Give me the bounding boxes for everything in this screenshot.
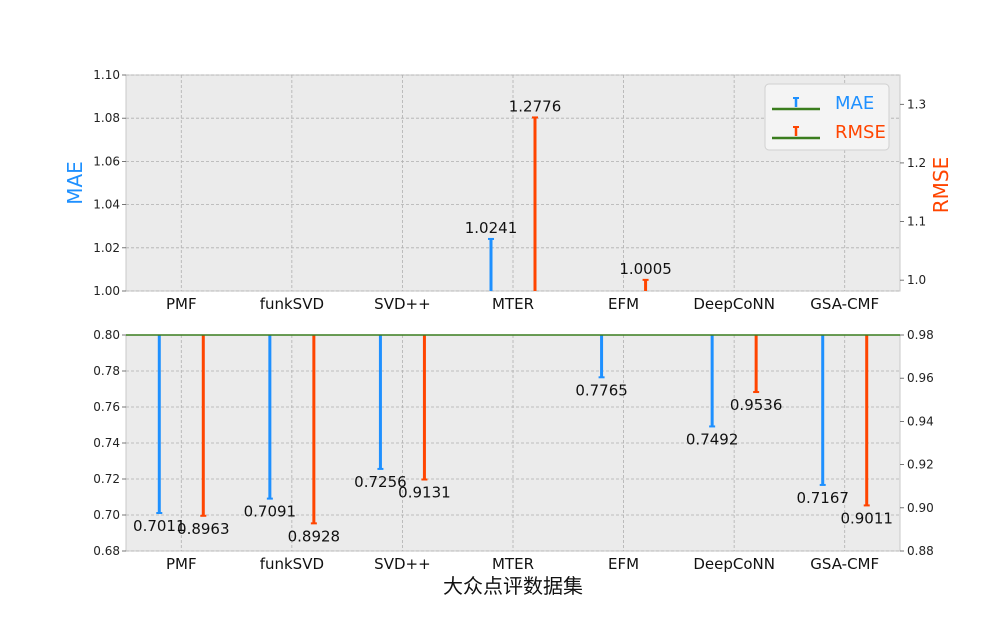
top-right-tick-label: 1.1 [907,215,926,229]
bottom-category-label: SVD++ [374,555,430,573]
data-label-rmse: 0.8928 [288,527,341,545]
top-category-label: funkSVD [260,295,324,313]
data-label-mae: 0.7091 [244,503,297,521]
bottom-right-tick-label: 0.92 [907,458,934,472]
top-category-label: GSA-CMF [810,295,879,313]
top-category-label: MTER [492,295,534,313]
top-left-tick-label: 1.08 [93,111,120,125]
data-label-rmse: 0.9011 [840,509,893,527]
data-label-rmse: 0.8963 [177,520,230,538]
bottom-category-label: funkSVD [260,555,324,573]
bottom-right-tick-label: 0.94 [907,414,934,428]
bottom-right-tick-label: 0.88 [907,544,934,558]
bottom-left-tick-label: 0.80 [93,328,120,342]
data-label-rmse: 1.0005 [619,260,672,278]
data-label-mae: 0.7492 [686,430,739,448]
bottom-left-tick-label: 0.68 [93,544,120,558]
data-label-rmse: 0.9536 [730,396,783,414]
top-left-tick-label: 1.00 [93,284,120,298]
left-axis-label: MAE [63,161,87,205]
bottom-left-tick-label: 0.70 [93,508,120,522]
top-left-tick-label: 1.06 [93,154,120,168]
data-label-rmse: 0.9131 [398,484,451,502]
data-label-mae: 0.7167 [796,489,849,507]
legend-label-rmse: RMSE [835,122,886,143]
top-right-tick-label: 1.3 [907,97,926,111]
data-label-mae: 0.7256 [354,473,407,491]
bottom-category-label: MTER [492,555,534,573]
data-label-rmse: 1.2776 [509,97,562,115]
bottom-right-tick-label: 0.98 [907,328,934,342]
bottom-right-tick-label: 0.96 [907,371,934,385]
top-right-tick-label: 1.0 [907,273,926,287]
data-label-mae: 0.7765 [575,381,628,399]
bottom-category-label: GSA-CMF [810,555,879,573]
bottom-left-tick-label: 0.76 [93,400,120,414]
right-axis-label: RMSE [929,157,953,213]
x-axis-label: 大众点评数据集 [443,574,583,598]
bottom-left-tick-label: 0.74 [93,436,120,450]
top-right-tick-label: 1.2 [907,156,926,170]
bottom-category-label: DeepCoNN [693,555,775,573]
top-category-label: SVD++ [374,295,430,313]
top-left-tick-label: 1.04 [93,198,120,212]
bottom-right-tick-label: 0.90 [907,501,934,515]
top-left-tick-label: 1.10 [93,68,120,82]
legend-label-mae: MAE [835,93,874,114]
bottom-category-label: EFM [608,555,639,573]
top-left-tick-label: 1.02 [93,241,120,255]
top-category-label: DeepCoNN [693,295,775,313]
data-label-mae: 0.7011 [133,517,186,535]
data-label-mae: 1.0241 [465,219,518,237]
bottom-category-label: PMF [166,555,197,573]
bottom-left-tick-label: 0.72 [93,472,120,486]
bottom-left-tick-label: 0.78 [93,364,120,378]
top-category-label: PMF [166,295,197,313]
top-category-label: EFM [608,295,639,313]
